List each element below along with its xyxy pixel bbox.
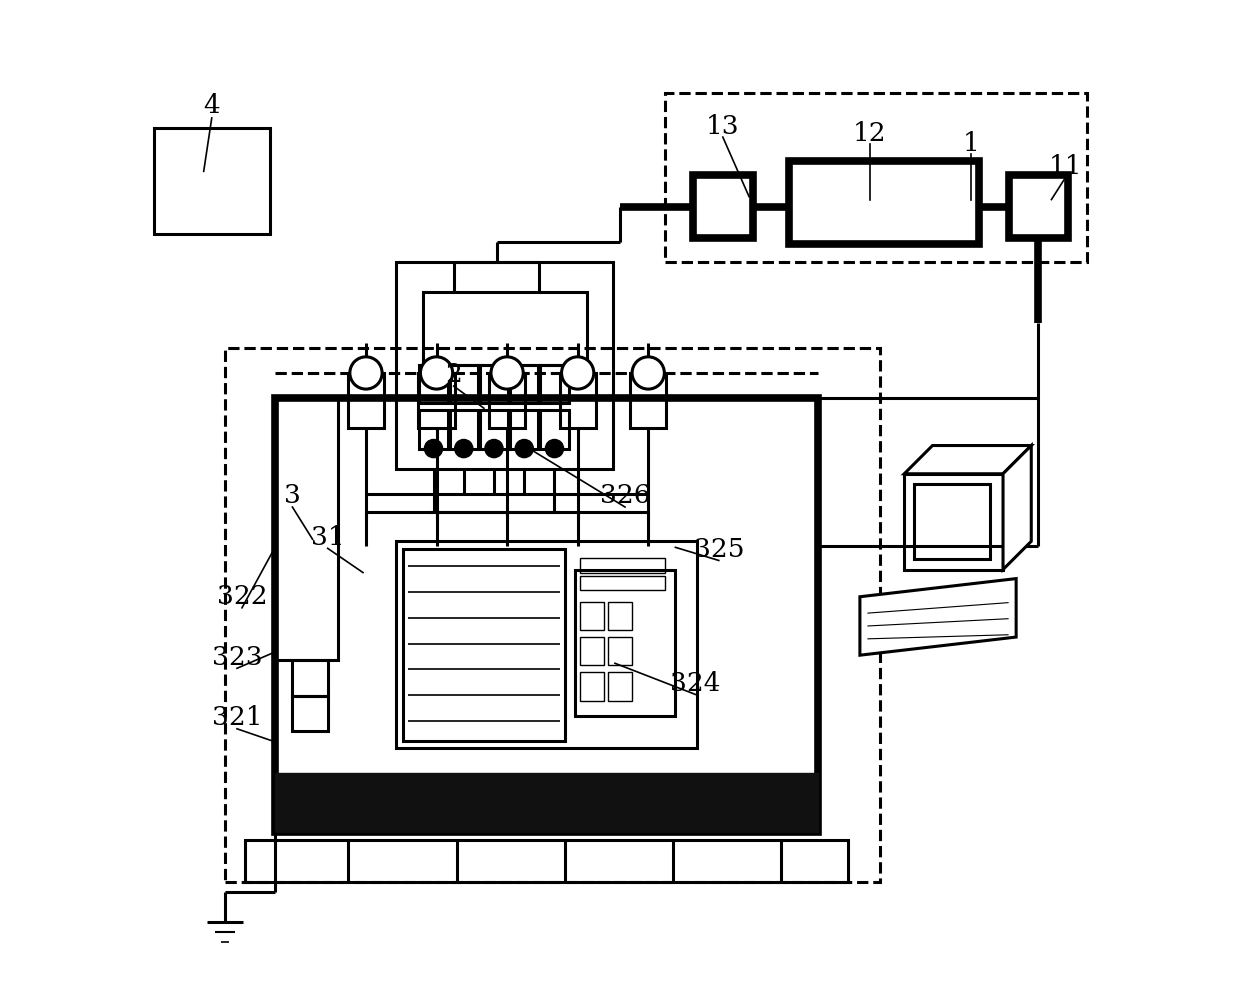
Bar xyxy=(579,602,604,630)
Bar xyxy=(293,696,327,731)
Bar xyxy=(608,602,632,630)
Text: 11: 11 xyxy=(1049,154,1083,178)
Bar xyxy=(480,410,508,449)
Bar xyxy=(293,660,327,696)
Bar xyxy=(450,365,477,403)
Text: 2: 2 xyxy=(445,363,463,387)
Bar xyxy=(295,791,340,832)
Bar xyxy=(666,93,1086,262)
Bar xyxy=(397,262,613,469)
Polygon shape xyxy=(1003,446,1032,570)
Polygon shape xyxy=(859,579,1016,655)
Bar xyxy=(588,791,632,832)
Bar xyxy=(450,410,477,449)
Bar xyxy=(224,348,880,882)
Circle shape xyxy=(562,357,594,389)
Circle shape xyxy=(420,357,453,389)
Text: 324: 324 xyxy=(671,671,720,696)
Bar xyxy=(1009,175,1068,238)
Text: 13: 13 xyxy=(706,114,739,138)
Bar xyxy=(510,365,538,403)
Circle shape xyxy=(632,357,665,389)
Bar xyxy=(397,541,697,748)
Circle shape xyxy=(455,439,472,458)
Polygon shape xyxy=(904,446,1032,474)
Text: 3: 3 xyxy=(284,484,301,508)
Bar xyxy=(489,373,526,428)
Text: 12: 12 xyxy=(853,121,887,145)
Circle shape xyxy=(546,439,563,458)
Bar xyxy=(407,791,450,832)
Bar xyxy=(480,365,508,403)
Circle shape xyxy=(350,357,382,389)
Bar xyxy=(348,373,384,428)
Text: 326: 326 xyxy=(600,484,650,508)
Bar xyxy=(275,773,817,832)
Bar xyxy=(904,474,1003,570)
Text: 325: 325 xyxy=(693,537,744,561)
Bar xyxy=(579,576,666,590)
Bar xyxy=(275,398,817,832)
Text: 1: 1 xyxy=(962,131,980,155)
Bar xyxy=(579,558,666,573)
Text: 31: 31 xyxy=(311,525,345,549)
Text: 4: 4 xyxy=(203,94,221,118)
Bar xyxy=(608,672,632,701)
Circle shape xyxy=(424,439,443,458)
Bar xyxy=(154,128,270,234)
Bar xyxy=(541,410,569,449)
Bar xyxy=(579,637,604,665)
Text: 323: 323 xyxy=(212,645,263,669)
Bar xyxy=(579,672,604,701)
Bar xyxy=(914,484,990,559)
Bar xyxy=(246,840,848,882)
Bar xyxy=(510,410,538,449)
Bar xyxy=(630,373,666,428)
Bar xyxy=(719,791,763,832)
Bar xyxy=(608,637,632,665)
Bar xyxy=(403,549,564,741)
Bar xyxy=(559,373,595,428)
Bar xyxy=(574,570,676,716)
Bar xyxy=(418,373,455,428)
Bar xyxy=(541,365,569,403)
Bar xyxy=(790,161,978,244)
Circle shape xyxy=(515,439,533,458)
Bar xyxy=(419,365,448,403)
Bar xyxy=(419,410,448,449)
Bar xyxy=(275,398,337,660)
Text: 321: 321 xyxy=(212,706,262,730)
Circle shape xyxy=(491,357,523,389)
Bar xyxy=(423,292,587,365)
Circle shape xyxy=(485,439,503,458)
Text: 322: 322 xyxy=(217,585,268,609)
Bar xyxy=(693,175,753,238)
